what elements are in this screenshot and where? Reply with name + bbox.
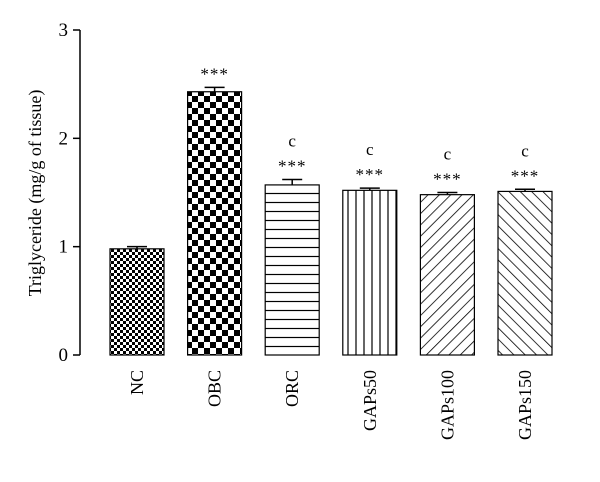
bar-gaps100: [419, 194, 475, 356]
significance-label: ***: [511, 166, 540, 185]
y-tick-label: 0: [59, 345, 69, 366]
x-tick-label: GAPs150: [515, 370, 535, 440]
x-tick-label: NC: [127, 370, 147, 395]
group-letter-label: c: [521, 141, 529, 160]
y-tick-label: 1: [59, 237, 69, 258]
y-tick-label: 2: [59, 128, 69, 149]
bar-gaps150: [497, 190, 553, 356]
significance-label: ***: [278, 157, 307, 176]
group-letter-label: c: [288, 132, 296, 151]
y-tick-label: 3: [59, 20, 69, 41]
bar-orc: [264, 184, 320, 356]
bar-nc: [109, 248, 165, 356]
x-tick-label: ORC: [282, 370, 302, 407]
group-letter-label: c: [366, 140, 374, 159]
group-letter-label: c: [444, 145, 452, 164]
bar-obc: [187, 91, 243, 356]
y-axis-title: Triglyceride (mg/g of tissue): [25, 90, 46, 297]
x-tick-label: GAPs50: [360, 370, 380, 431]
significance-label: ***: [433, 170, 462, 189]
x-tick-label: OBC: [205, 370, 225, 407]
bar-gaps50: [342, 189, 398, 356]
significance-label: ***: [356, 165, 385, 184]
significance-label: ***: [200, 64, 229, 83]
x-tick-label: GAPs100: [437, 370, 457, 440]
